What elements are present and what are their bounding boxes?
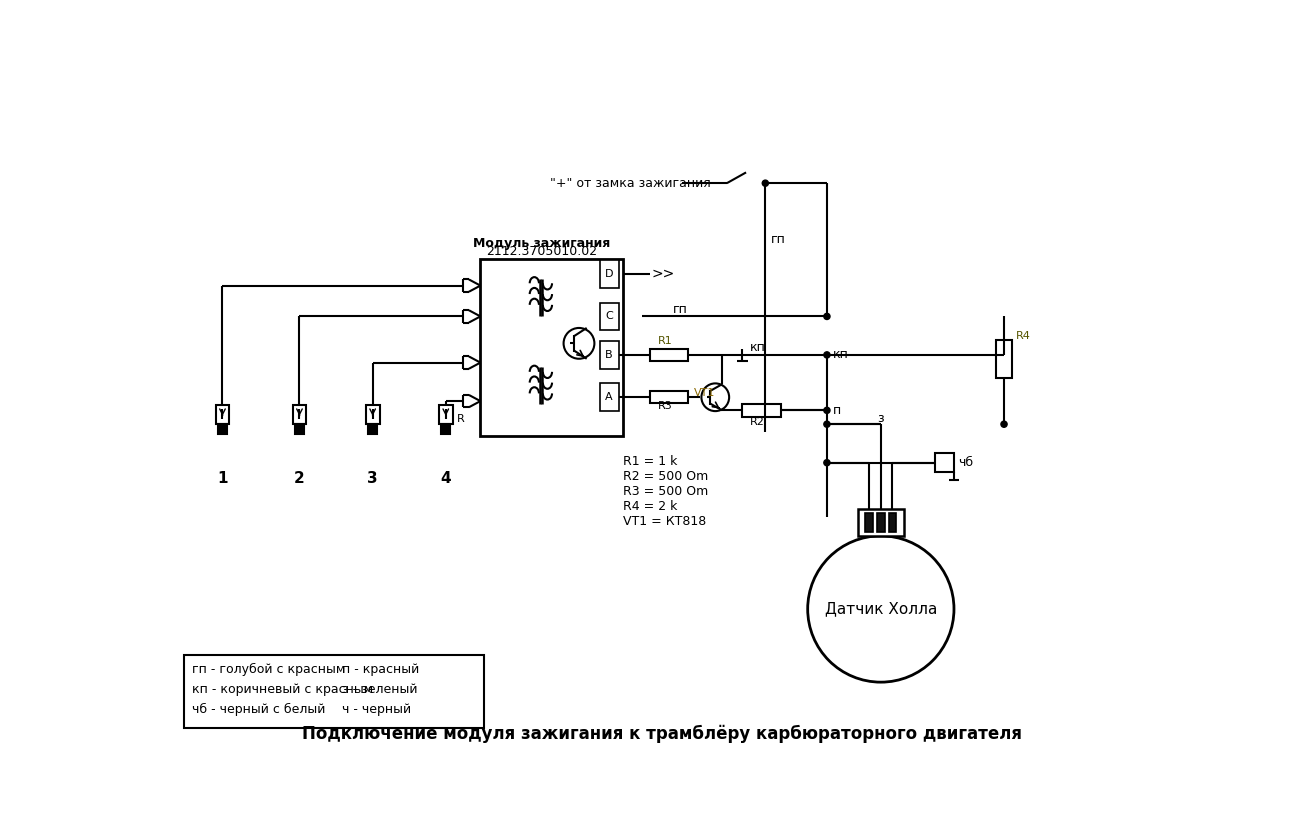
Text: 2: 2 <box>295 470 305 486</box>
Text: чб: чб <box>957 456 973 470</box>
Bar <box>366 405 380 424</box>
Text: гп - голубой с красным: гп - голубой с красным <box>191 663 345 675</box>
Circle shape <box>824 352 829 358</box>
Circle shape <box>824 421 829 428</box>
Text: Датчик Холла: Датчик Холла <box>824 601 937 617</box>
Text: кп: кп <box>749 341 766 354</box>
Bar <box>599 260 619 288</box>
Bar <box>858 509 904 536</box>
Circle shape <box>1001 421 1006 428</box>
Text: Подключение модуля зажигания к трамблёру карбюраторного двигателя: Подключение модуля зажигания к трамблёру… <box>302 725 1022 743</box>
Text: з: з <box>877 412 884 424</box>
Bar <box>599 383 619 411</box>
Bar <box>599 302 619 330</box>
Bar <box>650 391 689 403</box>
Bar <box>368 424 377 434</box>
Circle shape <box>824 407 829 413</box>
Bar <box>481 259 623 436</box>
Text: R3: R3 <box>658 401 672 411</box>
Text: "+" от замка зажигания: "+" от замка зажигания <box>549 176 711 190</box>
Bar <box>877 512 885 532</box>
Text: D: D <box>605 269 614 279</box>
Bar <box>218 424 227 434</box>
Bar <box>650 349 689 361</box>
Text: 1: 1 <box>217 470 227 486</box>
Circle shape <box>824 459 829 465</box>
Bar <box>889 512 897 532</box>
Bar <box>292 405 306 424</box>
Text: п - красный: п - красный <box>342 663 419 675</box>
Text: 4: 4 <box>441 470 451 486</box>
Text: Модуль зажигания: Модуль зажигания <box>473 237 611 249</box>
Text: B: B <box>605 350 612 360</box>
Bar <box>996 339 1012 378</box>
Text: чб - черный с белый: чб - черный с белый <box>191 702 326 716</box>
Bar <box>866 512 873 532</box>
Circle shape <box>824 313 829 319</box>
Text: 3: 3 <box>367 470 379 486</box>
Bar <box>742 404 780 417</box>
Circle shape <box>762 180 769 186</box>
Text: A: A <box>605 392 612 402</box>
Text: R1 = 1 k
R2 = 500 Om
R3 = 500 Om
R4 = 2 k
VT1 = КТ818: R1 = 1 k R2 = 500 Om R3 = 500 Om R4 = 2 … <box>623 455 708 528</box>
Text: кп: кп <box>833 349 849 361</box>
Text: ч - черный: ч - черный <box>342 702 411 716</box>
Bar <box>599 341 619 369</box>
Text: 2112.3705010.02: 2112.3705010.02 <box>487 245 598 258</box>
Text: R2: R2 <box>749 417 765 427</box>
Bar <box>934 454 953 472</box>
Text: гп: гп <box>673 303 687 316</box>
Text: гп: гп <box>771 233 786 246</box>
Text: п: п <box>833 404 841 417</box>
Bar <box>183 655 484 728</box>
Text: з - зеленый: з - зеленый <box>342 683 417 696</box>
Text: >>: >> <box>651 267 674 281</box>
Bar <box>216 405 230 424</box>
Bar <box>441 424 451 434</box>
Bar <box>295 424 304 434</box>
Bar <box>439 405 452 424</box>
Text: R1: R1 <box>658 336 672 346</box>
Text: VT1: VT1 <box>694 388 714 398</box>
Text: кп - коричневый с красным: кп - коричневый с красным <box>191 683 373 696</box>
Text: R: R <box>457 414 465 424</box>
Text: C: C <box>605 312 612 322</box>
Text: R4: R4 <box>1016 331 1031 341</box>
